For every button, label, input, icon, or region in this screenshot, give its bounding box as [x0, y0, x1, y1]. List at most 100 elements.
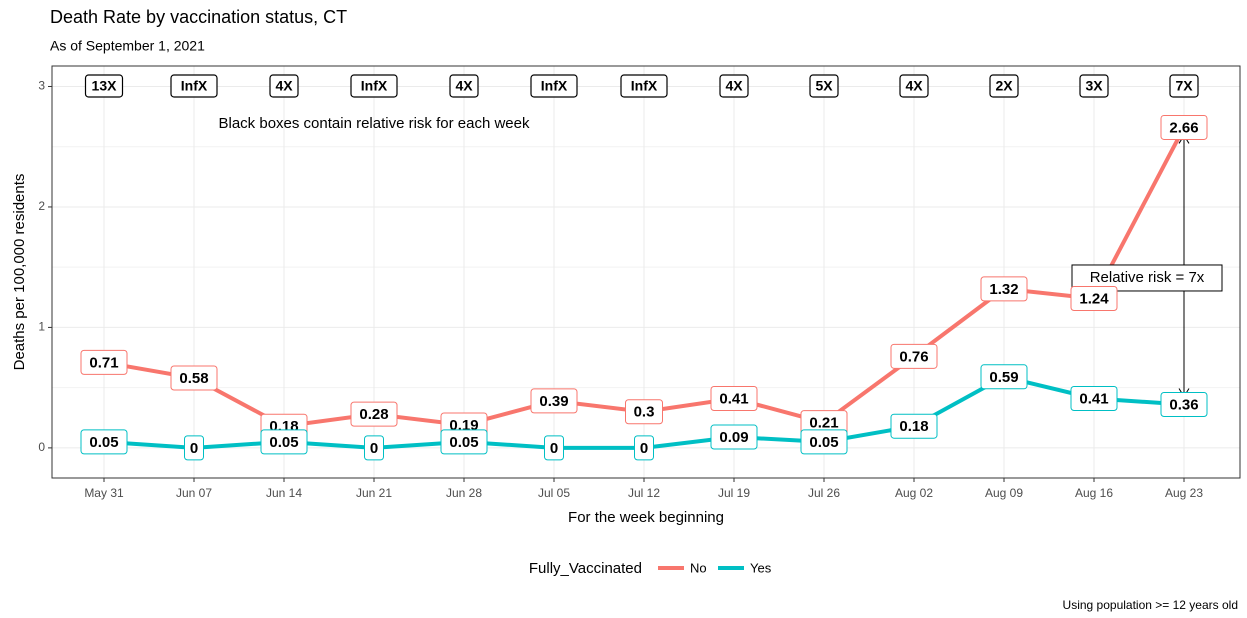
label-box — [80, 429, 128, 455]
data-label: 2.66 — [1169, 119, 1198, 136]
risk-label: InfX — [361, 78, 388, 94]
label-box — [1160, 392, 1208, 418]
risk-label: 13X — [92, 78, 118, 94]
label-box — [890, 343, 938, 369]
label-box — [980, 364, 1028, 390]
risk-label: 4X — [905, 78, 923, 94]
label-box — [350, 401, 398, 427]
x-tick-label: Aug 23 — [1165, 486, 1203, 500]
label-box — [710, 385, 758, 411]
risk-box — [719, 74, 749, 98]
risk-box — [530, 74, 578, 98]
data-label: 1.32 — [989, 281, 1018, 298]
data-label: 0.05 — [809, 434, 838, 451]
risk-label: 2X — [995, 78, 1013, 94]
x-axis-title: For the week beginning — [568, 509, 724, 526]
label-box — [80, 349, 128, 375]
risk-box — [170, 74, 218, 98]
label-box — [544, 435, 564, 461]
plot-border — [51, 65, 1241, 479]
x-tick-label: Jun 07 — [176, 486, 212, 500]
data-label: 0.05 — [89, 434, 118, 451]
risk-box — [620, 74, 668, 98]
data-label: 0.21 — [809, 415, 838, 432]
label-box — [530, 388, 578, 414]
data-label: 0.3 — [634, 404, 655, 421]
annotation: Black boxes contain relative risk for ea… — [219, 115, 530, 132]
risk-box — [1079, 74, 1109, 98]
risk-box — [84, 74, 124, 98]
data-label: 0.09 — [719, 429, 748, 446]
y-tick-label: 3 — [38, 79, 45, 93]
x-tick-label: Jun 28 — [446, 486, 482, 500]
y-tick-label: 2 — [38, 199, 45, 213]
data-label: 0.41 — [1079, 390, 1108, 407]
y-tick-label: 1 — [38, 320, 45, 334]
label-box — [1160, 114, 1208, 140]
data-label: 0 — [550, 440, 558, 457]
data-label: 0 — [190, 440, 198, 457]
risk-box — [899, 74, 929, 98]
x-tick-label: Jul 05 — [538, 486, 570, 500]
risk-box — [269, 74, 299, 98]
risk-label: 4X — [275, 78, 293, 94]
x-tick-label: Jun 14 — [266, 486, 302, 500]
risk-box — [449, 74, 479, 98]
risk-label: 7X — [1175, 78, 1193, 94]
risk-box — [809, 74, 839, 98]
data-label: 0.36 — [1169, 396, 1198, 413]
legend-title: Fully_Vaccinated — [529, 560, 642, 577]
caption: Using population >= 12 years old — [1063, 598, 1238, 612]
risk-label: InfX — [541, 78, 568, 94]
data-label: 0.71 — [89, 354, 118, 371]
label-box — [710, 424, 758, 450]
chart-subtitle: As of September 1, 2021 — [50, 38, 205, 54]
x-tick-label: Aug 09 — [985, 486, 1023, 500]
legend-label: Yes — [750, 560, 772, 575]
data-label: 0.41 — [719, 390, 748, 407]
risk-label: 3X — [1085, 78, 1103, 94]
data-label: 0.18 — [899, 418, 928, 435]
data-label: 0.39 — [539, 393, 568, 410]
x-tick-label: Jul 19 — [718, 486, 750, 500]
label-box — [440, 429, 488, 455]
x-tick-label: Aug 16 — [1075, 486, 1113, 500]
label-box — [184, 435, 204, 461]
risk-label: 4X — [725, 78, 743, 94]
data-label: 0.05 — [449, 434, 478, 451]
annotation: Relative risk = 7x — [1090, 269, 1205, 286]
label-box — [1070, 286, 1118, 312]
risk-box — [989, 74, 1019, 98]
risk-label: InfX — [631, 78, 658, 94]
data-label: 0.28 — [359, 406, 388, 423]
x-tick-label: Jul 12 — [628, 486, 660, 500]
y-tick-label: 0 — [38, 440, 45, 454]
label-box — [800, 429, 848, 455]
risk-box — [1169, 74, 1199, 98]
data-label: 0 — [640, 440, 648, 457]
label-box — [625, 399, 663, 425]
label-box — [170, 365, 218, 391]
label-box — [1070, 385, 1118, 411]
x-tick-label: May 31 — [84, 486, 124, 500]
chart-title: Death Rate by vaccination status, CT — [50, 7, 347, 27]
data-label: 0.58 — [179, 370, 208, 387]
label-box — [980, 276, 1028, 302]
data-label: 0.05 — [269, 434, 298, 451]
data-label: 0 — [370, 440, 378, 457]
data-label: 1.24 — [1079, 290, 1109, 307]
y-axis-title: Deaths per 100,000 residents — [11, 174, 28, 371]
label-box — [260, 429, 308, 455]
label-box — [890, 413, 938, 439]
risk-label: 5X — [815, 78, 833, 94]
x-tick-label: Aug 02 — [895, 486, 933, 500]
label-box — [364, 435, 384, 461]
label-box — [634, 435, 654, 461]
risk-box — [350, 74, 398, 98]
risk-label: InfX — [181, 78, 208, 94]
data-label: 0.59 — [989, 369, 1018, 386]
x-tick-label: Jul 26 — [808, 486, 840, 500]
risk-label: 4X — [455, 78, 473, 94]
x-tick-label: Jun 21 — [356, 486, 392, 500]
